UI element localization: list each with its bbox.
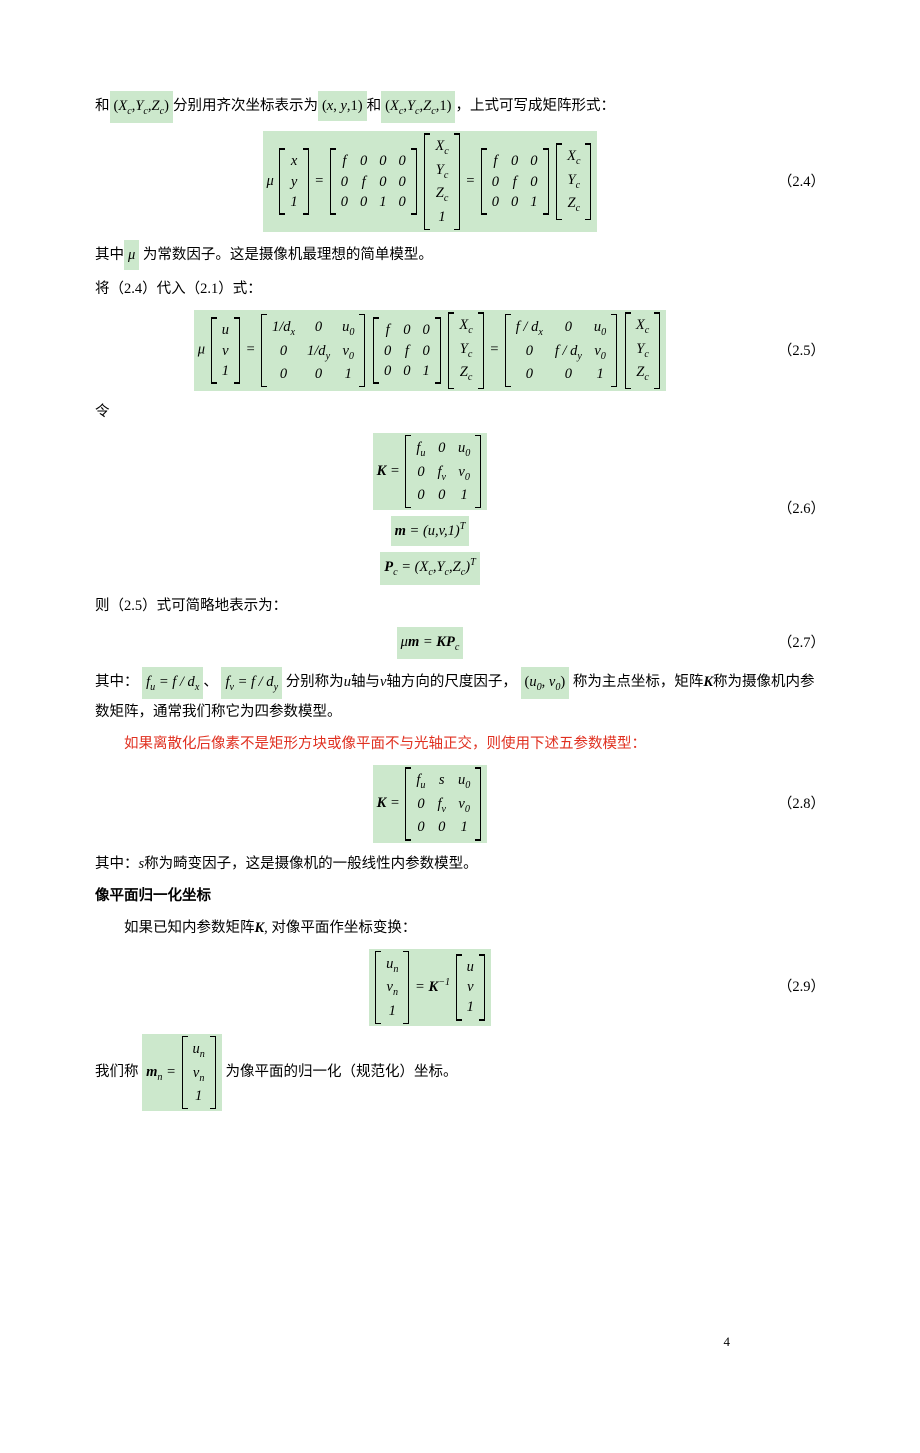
equation-2-6: K = fu0u00fvv0001 m = (u,v,1)T Pc = (Xc,… <box>95 433 825 585</box>
paragraph: 其中μ 为常数因子。这是摄像机最理想的简单模型。 <box>95 240 825 270</box>
eq-num: （2.8） <box>765 791 825 817</box>
eq-num: （2.4） <box>765 169 825 195</box>
paragraph-intro: 和(Xc,Yc,Zc)分别用齐次坐标表示为(x, y,1)和(Xc,Yc,Zc,… <box>95 91 825 123</box>
section-heading: 像平面归一化坐标 <box>95 883 825 909</box>
equation-2-7: μm = KPc （2.7） <box>95 627 825 659</box>
paragraph: 令 <box>95 399 825 425</box>
equation-2-8: K = fusu00fvv0001 （2.8） <box>95 765 825 842</box>
inline-expr: (Xc,Yc,Zc) <box>110 91 173 123</box>
paragraph: 其中：s称为畸变因子，这是摄像机的一般线性内参数模型。 <box>95 851 825 877</box>
paragraph: 我们称 mn = unvn1 为像平面的归一化（规范化）坐标。 <box>95 1034 825 1111</box>
eq-num: （2.5） <box>765 338 825 364</box>
page-number: 4 <box>724 1330 731 1353</box>
equation-2-5: μ uv1 = 1/dx0u001/dyv0001 f000f0001 XcYc… <box>95 310 825 391</box>
eq-num: （2.9） <box>765 974 825 1000</box>
eq-num: （2.6） <box>765 496 825 522</box>
eq-num: （2.7） <box>765 630 825 656</box>
equation-2-9: unvn1 = K−1 uv1 （2.9） <box>95 949 825 1026</box>
paragraph: 则（2.5）式可简略地表示为： <box>95 593 825 619</box>
paragraph: 将（2.4）代入（2.1）式： <box>95 276 825 302</box>
inline-expr: (x, y,1) <box>318 91 367 121</box>
equation-2-4: μ xy1 = f0000f000010 XcYcZc1 = f000f0001… <box>95 131 825 232</box>
paragraph: 其中： fu = f / dx、 fv = f / dy 分别称为u轴与v轴方向… <box>95 667 825 725</box>
highlighted-note: 如果离散化后像素不是矩形方块或像平面不与光轴正交，则使用下述五参数模型： <box>95 731 825 757</box>
paragraph: 如果已知内参数矩阵K, 对像平面作坐标变换： <box>95 915 825 941</box>
inline-expr: (Xc,Yc,Zc,1) <box>381 91 455 123</box>
